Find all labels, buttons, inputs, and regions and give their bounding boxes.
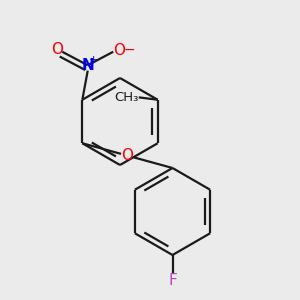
Text: +: + — [88, 55, 98, 65]
Text: −: − — [124, 43, 135, 57]
Text: F: F — [168, 273, 177, 288]
Text: N: N — [81, 58, 94, 73]
Text: O: O — [51, 42, 63, 57]
Text: O: O — [112, 43, 124, 58]
Text: O: O — [122, 148, 134, 163]
Text: CH₃: CH₃ — [115, 91, 139, 104]
